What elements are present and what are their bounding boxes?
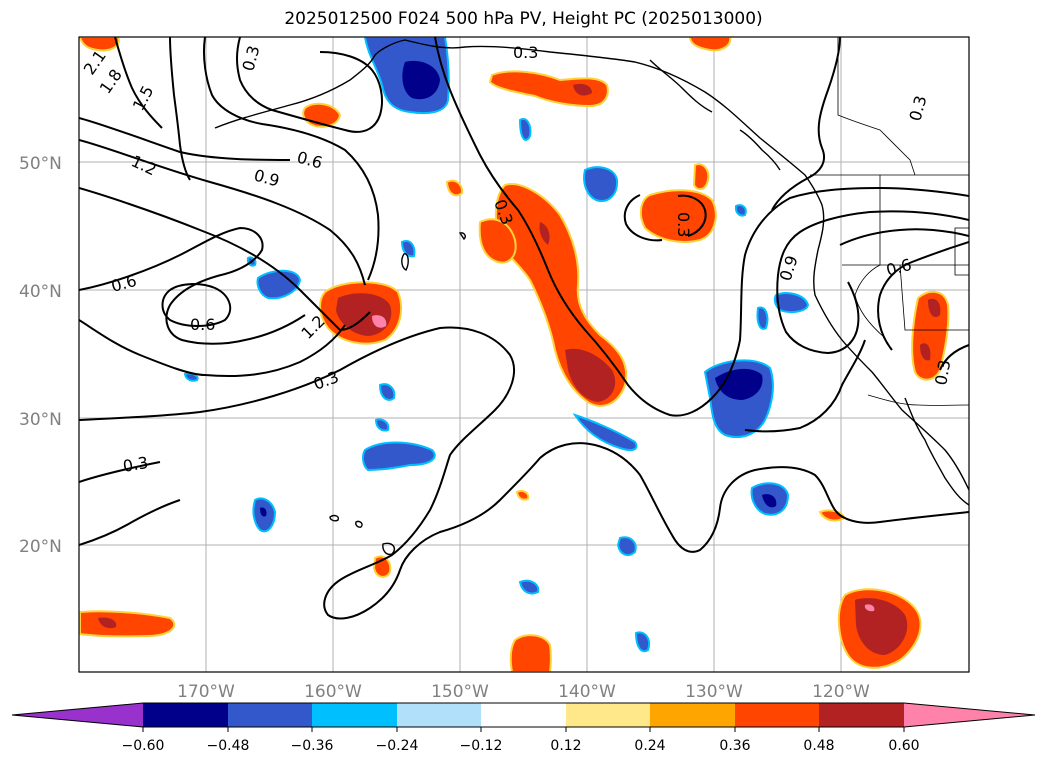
lon-label: 150°W <box>431 682 489 702</box>
colorbar-bin <box>143 703 228 727</box>
colorbar-tick-label: −0.12 <box>460 738 503 754</box>
lat-label: 30°N <box>19 410 62 430</box>
height-contours <box>79 37 969 620</box>
contour-label: 0.3 <box>121 453 149 476</box>
lat-label: 40°N <box>19 282 62 302</box>
contour-label: 0.3 <box>931 358 954 386</box>
pv-blob-small-negative <box>183 118 810 653</box>
lon-label: 160°W <box>304 682 362 702</box>
lon-label: 120°W <box>812 682 870 702</box>
colorbar-tick-label: 0.24 <box>634 738 665 754</box>
lon-label: 130°W <box>685 682 743 702</box>
lon-label: 140°W <box>558 682 616 702</box>
colorbar-tick-label: 0.36 <box>719 738 750 754</box>
colorbar-bin <box>481 703 566 727</box>
colorbar-bin <box>566 703 650 727</box>
contour-label: 0.6 <box>190 315 215 334</box>
colorbar-tick-label: −0.60 <box>122 738 165 754</box>
colorbar-extend-low <box>12 703 143 727</box>
colorbar-bin <box>312 703 397 727</box>
colorbar-bin <box>228 703 312 727</box>
map-frame <box>78 36 970 673</box>
map-panel: 2.1 1.8 1.5 1.2 0.9 0.6 0.6 0.6 0.3 0.3 … <box>79 37 969 672</box>
colorbar-tick-label: 0.48 <box>803 738 834 754</box>
colorbar-tick-label: −0.36 <box>291 738 334 754</box>
colorbar-tick-label: −0.24 <box>376 738 419 754</box>
pv-blob-western-pacific <box>252 269 302 533</box>
lat-label: 20°N <box>19 537 62 557</box>
latitude-labels: 50°N 40°N 30°N 20°N <box>19 154 62 557</box>
pv-blob-offshore-bc <box>639 163 717 243</box>
pv-blob-tropical-east <box>837 588 922 669</box>
gridlines <box>79 37 969 672</box>
colorbar: −0.60 −0.48 −0.36 −0.24 −0.12 0.12 0.24 … <box>11 702 1036 754</box>
colorbar-extend-high <box>904 703 1035 727</box>
colorbar-bin <box>650 703 735 727</box>
pv-negative-anomalies <box>183 37 810 653</box>
colorbar-bin <box>819 703 904 727</box>
colorbar-tick-label: 0.12 <box>550 738 581 754</box>
pv-blob-gulf-alaska <box>488 70 609 108</box>
contour-label: 0.3 <box>674 212 693 237</box>
pv-blob-tropical-west <box>79 610 176 638</box>
coastlines <box>214 39 969 556</box>
colorbar-bin <box>735 703 819 727</box>
pv-blob-offshore-california <box>703 359 774 439</box>
pv-blob-alaska-ridge <box>363 37 450 115</box>
lon-label: 170°W <box>177 682 235 702</box>
longitude-labels: 170°W 160°W 150°W 140°W 130°W 120°W <box>177 682 870 702</box>
pv-blob-northwest-coast <box>478 218 517 264</box>
pv-blob-hawaii-north <box>362 441 436 472</box>
lat-label: 50°N <box>19 154 62 174</box>
map-title: 2025012500 F024 500 hPa PV, Height PC (2… <box>284 9 763 29</box>
contour-label: 0.3 <box>513 43 538 62</box>
colorbar-tick-label: −0.48 <box>207 738 250 754</box>
pv-blob-central-pacific <box>319 281 403 345</box>
colorbar-bin <box>397 703 481 727</box>
colorbar-tick-label: 0.60 <box>888 738 919 754</box>
